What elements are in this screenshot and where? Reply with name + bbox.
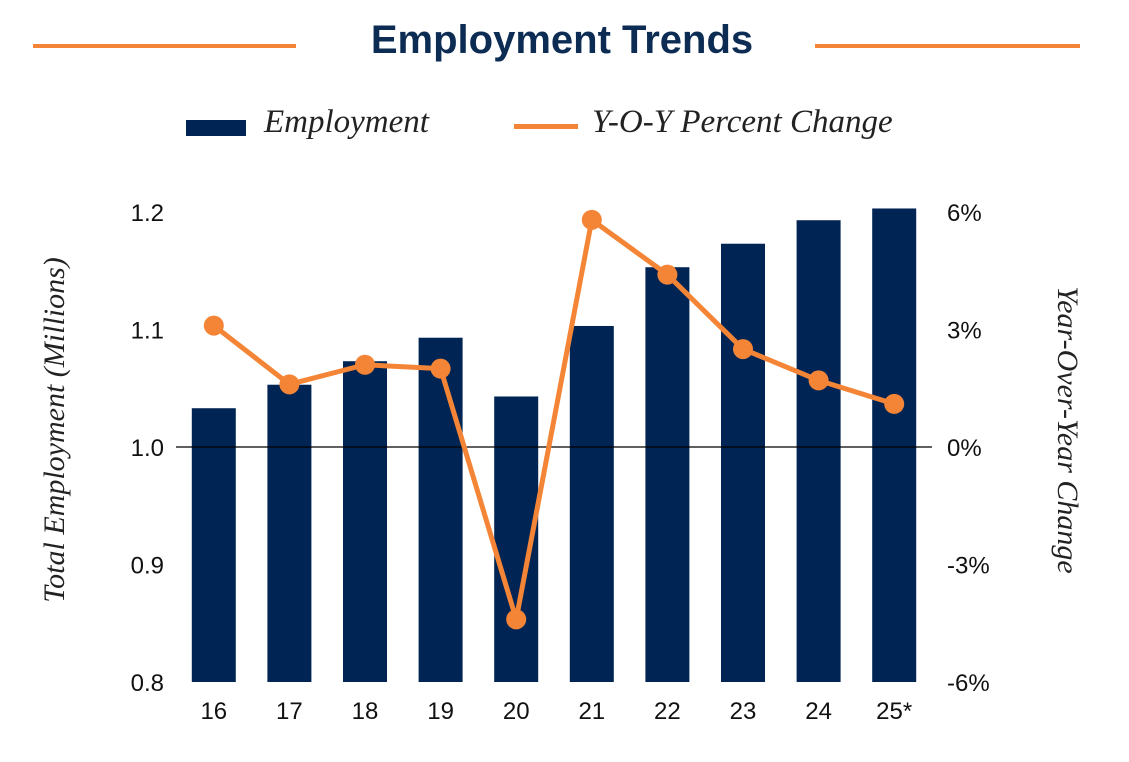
bar-16 bbox=[191, 408, 236, 682]
y-tick-label: 1.0 bbox=[131, 435, 164, 462]
legend-swatch-employment bbox=[186, 120, 246, 136]
x-tick-label: 22 bbox=[654, 698, 681, 725]
x-tick-label: 24 bbox=[805, 698, 832, 725]
legend-label-yoy: Y-O-Y Percent Change bbox=[592, 104, 893, 140]
bar-25* bbox=[872, 208, 917, 682]
bar-24 bbox=[796, 220, 841, 682]
yoy-point-19 bbox=[430, 358, 451, 379]
yoy-point-21 bbox=[581, 209, 602, 230]
bar-21 bbox=[569, 325, 614, 682]
x-tick-label: 19 bbox=[427, 698, 454, 725]
y-tick-label: 0.8 bbox=[131, 670, 164, 697]
x-tick-label: 25* bbox=[876, 698, 912, 725]
yoy-point-20 bbox=[506, 609, 527, 630]
yoy-point-22 bbox=[657, 264, 678, 285]
yoy-point-17 bbox=[279, 374, 300, 395]
y2-tick-label: 6% bbox=[947, 200, 982, 227]
bar-17 bbox=[267, 384, 312, 682]
bar-series-employment bbox=[191, 208, 917, 682]
chart-title: Employment Trends bbox=[370, 18, 754, 62]
title-rule-right bbox=[815, 44, 1080, 48]
y-tick-label: 0.9 bbox=[131, 553, 164, 580]
y2-tick-label: 3% bbox=[947, 318, 982, 345]
y-axis-right: -6% -3% 0% 3% 6% bbox=[947, 200, 990, 697]
yoy-point-24 bbox=[808, 370, 829, 391]
x-tick-label: 20 bbox=[503, 698, 530, 725]
y2-tick-label: -6% bbox=[947, 670, 990, 697]
legend-swatch-yoy bbox=[514, 124, 578, 129]
x-axis: 16 17 18 19 20 21 22 23 24 25* bbox=[200, 698, 912, 725]
y2-axis-title: Year-Over-Year Change bbox=[1051, 286, 1084, 573]
yoy-point-18 bbox=[355, 354, 375, 375]
y2-tick-label: -3% bbox=[947, 553, 990, 580]
bar-23 bbox=[721, 243, 765, 682]
y2-tick-label: 0% bbox=[947, 435, 982, 462]
x-tick-label: 23 bbox=[730, 698, 757, 725]
x-tick-label: 18 bbox=[352, 698, 379, 725]
bar-22 bbox=[645, 267, 690, 682]
yoy-point-25* bbox=[884, 393, 905, 414]
y-tick-label: 1.1 bbox=[131, 318, 164, 345]
y-tick-label: 1.2 bbox=[131, 200, 164, 227]
legend: Employment Y-O-Y Percent Change bbox=[0, 104, 1129, 148]
y-axis-left: 0.8 0.9 1.0 1.1 1.2 bbox=[131, 200, 164, 697]
bar-18 bbox=[343, 361, 387, 682]
x-tick-label: 21 bbox=[578, 698, 605, 725]
yoy-point-23 bbox=[733, 339, 753, 360]
yoy-point-16 bbox=[203, 315, 224, 336]
x-tick-label: 16 bbox=[200, 698, 227, 725]
bar-19 bbox=[418, 337, 463, 682]
title-rule-left bbox=[33, 44, 296, 48]
line-series-yoy bbox=[203, 209, 905, 630]
legend-label-employment: Employment bbox=[264, 104, 429, 140]
title-row: Employment Trends bbox=[0, 14, 1129, 78]
y-axis-title: Total Employment (Millions) bbox=[38, 257, 71, 603]
x-tick-label: 17 bbox=[276, 698, 303, 725]
yoy-line bbox=[212, 217, 895, 622]
